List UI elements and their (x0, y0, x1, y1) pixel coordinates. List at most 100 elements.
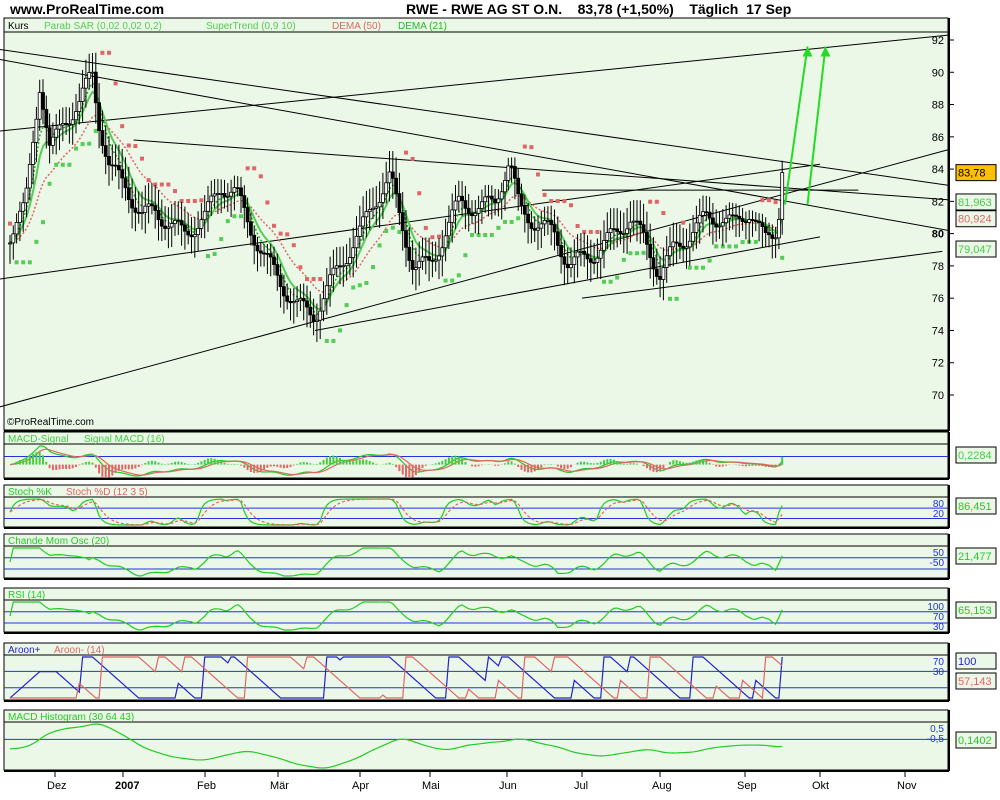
candle (291, 288, 296, 324)
x-tick-label: Okt (812, 780, 829, 792)
candle (229, 179, 234, 217)
candle (450, 193, 455, 243)
sar-dot (641, 250, 646, 255)
candle (595, 238, 600, 278)
x-tick-label: Mär (270, 780, 289, 792)
candle (569, 247, 573, 278)
sar-dot (608, 279, 613, 284)
sar-dot (694, 265, 699, 270)
level-label: 70 (933, 657, 945, 668)
candle (737, 205, 742, 238)
sar-dot (595, 229, 600, 234)
sar-dot (206, 254, 210, 259)
candle (130, 178, 135, 229)
candle (153, 184, 158, 229)
x-tick-label: 2007 (115, 780, 139, 792)
level-label: 80 (933, 499, 945, 510)
panel-legend: Stoch %D (12 3 5) (66, 487, 148, 498)
candle (67, 107, 72, 144)
sar-dot (67, 162, 72, 167)
sar-dot (661, 211, 666, 216)
sar-dot (615, 275, 620, 280)
candle (103, 125, 108, 175)
sar-dot (767, 198, 771, 203)
candle (54, 113, 59, 155)
candle (331, 249, 336, 292)
sar-dot (27, 260, 32, 265)
candle (747, 210, 752, 244)
sar-dot (483, 232, 488, 237)
candle (97, 83, 101, 149)
y-tick-label: 80 (932, 229, 944, 241)
candle (641, 203, 646, 244)
candle (123, 157, 128, 201)
candle (380, 172, 385, 219)
candle (489, 185, 494, 220)
legend-item: DEMA (21) (398, 21, 447, 32)
sar-dot (780, 255, 785, 260)
y-tick-label: 82 (932, 196, 944, 208)
candle (57, 109, 62, 151)
candle (496, 189, 501, 217)
candle (437, 237, 441, 280)
candle (258, 242, 263, 267)
candle (717, 211, 722, 239)
hist-line (9, 723, 783, 769)
candle (117, 144, 121, 190)
candle (714, 209, 719, 242)
candle (701, 195, 705, 233)
y-tick-label: 86 (932, 132, 944, 144)
candle (186, 213, 191, 245)
sar-dot (542, 192, 547, 197)
candle (773, 226, 778, 259)
candle (615, 208, 620, 248)
sar-dot (635, 251, 639, 256)
sar-dot (212, 251, 217, 256)
candle (499, 182, 504, 220)
candle (377, 181, 382, 228)
candle (212, 179, 217, 209)
candle (169, 203, 174, 248)
candle (149, 183, 154, 215)
candle (684, 228, 689, 269)
candle (687, 223, 692, 266)
panel-legend: MACD-Signal (8, 434, 69, 445)
level-label: 100 (927, 602, 944, 613)
sar-dot (265, 200, 270, 205)
sar-dot (397, 229, 402, 234)
panel-legend: Signal MACD (16) (84, 434, 165, 445)
current-value: 0,1402 (958, 735, 992, 747)
x-tick-label: Feb (197, 780, 216, 792)
sar-dot (199, 198, 204, 203)
candle (463, 185, 468, 230)
candle (572, 239, 577, 284)
price-panel: Kurs Parab SAR (0,02 0,02 0,2) SuperTrend … (0, 17, 997, 432)
candle (780, 160, 785, 235)
sar-dot (430, 235, 435, 240)
candle (446, 205, 451, 250)
candle (314, 303, 319, 343)
candle (24, 177, 29, 218)
candle (651, 237, 656, 287)
sar-dot (569, 203, 573, 208)
sar-dot (344, 303, 349, 308)
candle (400, 191, 405, 251)
svg-text:81,963: 81,963 (958, 197, 992, 209)
sar-dot (258, 174, 263, 179)
sar-dot (318, 277, 323, 282)
candle (503, 171, 507, 211)
site-name: www.ProRealTime.com (10, 1, 165, 17)
candle (526, 202, 530, 244)
trendline (0, 34, 949, 132)
sar-dot (146, 178, 151, 183)
sar-dot (417, 191, 422, 196)
sar-dot (470, 232, 474, 237)
sar-dot (8, 221, 12, 226)
sar-dot (648, 199, 653, 204)
candle (588, 239, 593, 282)
legend-item: SuperTrend (0,9 10) (206, 21, 296, 32)
candle (707, 196, 712, 237)
chart-title: RWE - RWE AG ST O.N. 83,78 (+1,50%) Tägl… (406, 1, 792, 17)
sar-dot (668, 296, 672, 301)
sar-dot (351, 285, 356, 290)
